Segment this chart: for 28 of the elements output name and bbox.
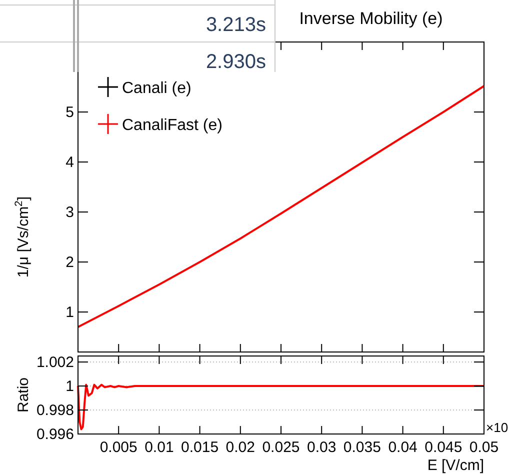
x-tick-label: 0.01 [144,439,174,456]
y-tick-label: 0.998 [36,402,74,419]
y-tick-label: 2 [66,254,74,271]
y-tick-label: 1.002 [36,354,74,371]
x-tick-label: 0.045 [424,439,462,456]
y-tick-label: 0.996 [36,426,74,443]
x-tick-label: 0.015 [181,439,219,456]
y-axis-title: Ratio [15,377,32,413]
x-tick-label: 0.035 [343,439,381,456]
y-tick-label: 5 [66,104,74,121]
x-tick-label: 0.05 [469,439,499,456]
line-series [77,384,485,430]
text: ×10 [486,420,508,435]
x-tick-label: 0.03 [307,439,336,456]
y-tick-label: 1 [66,378,74,395]
chart-title: Inverse Mobility (e) [299,9,443,28]
x-axis-title: E [V/cm] [427,457,484,474]
x-tick-label: 0.04 [388,439,418,456]
legend-label: Canali (e) [122,80,192,97]
x-tick-label: 0.005 [100,439,138,456]
y-tick-label: 1 [66,304,74,321]
y-tick-label: 4 [66,154,74,171]
x-tick-label: 0.02 [226,439,255,456]
text: 3.213s [206,14,266,36]
legend-label: CanaliFast (e) [122,117,222,134]
y-tick-label: 3 [66,204,74,221]
x-tick-label: 0.025 [262,439,300,456]
annotation: 2.930s [206,51,266,73]
